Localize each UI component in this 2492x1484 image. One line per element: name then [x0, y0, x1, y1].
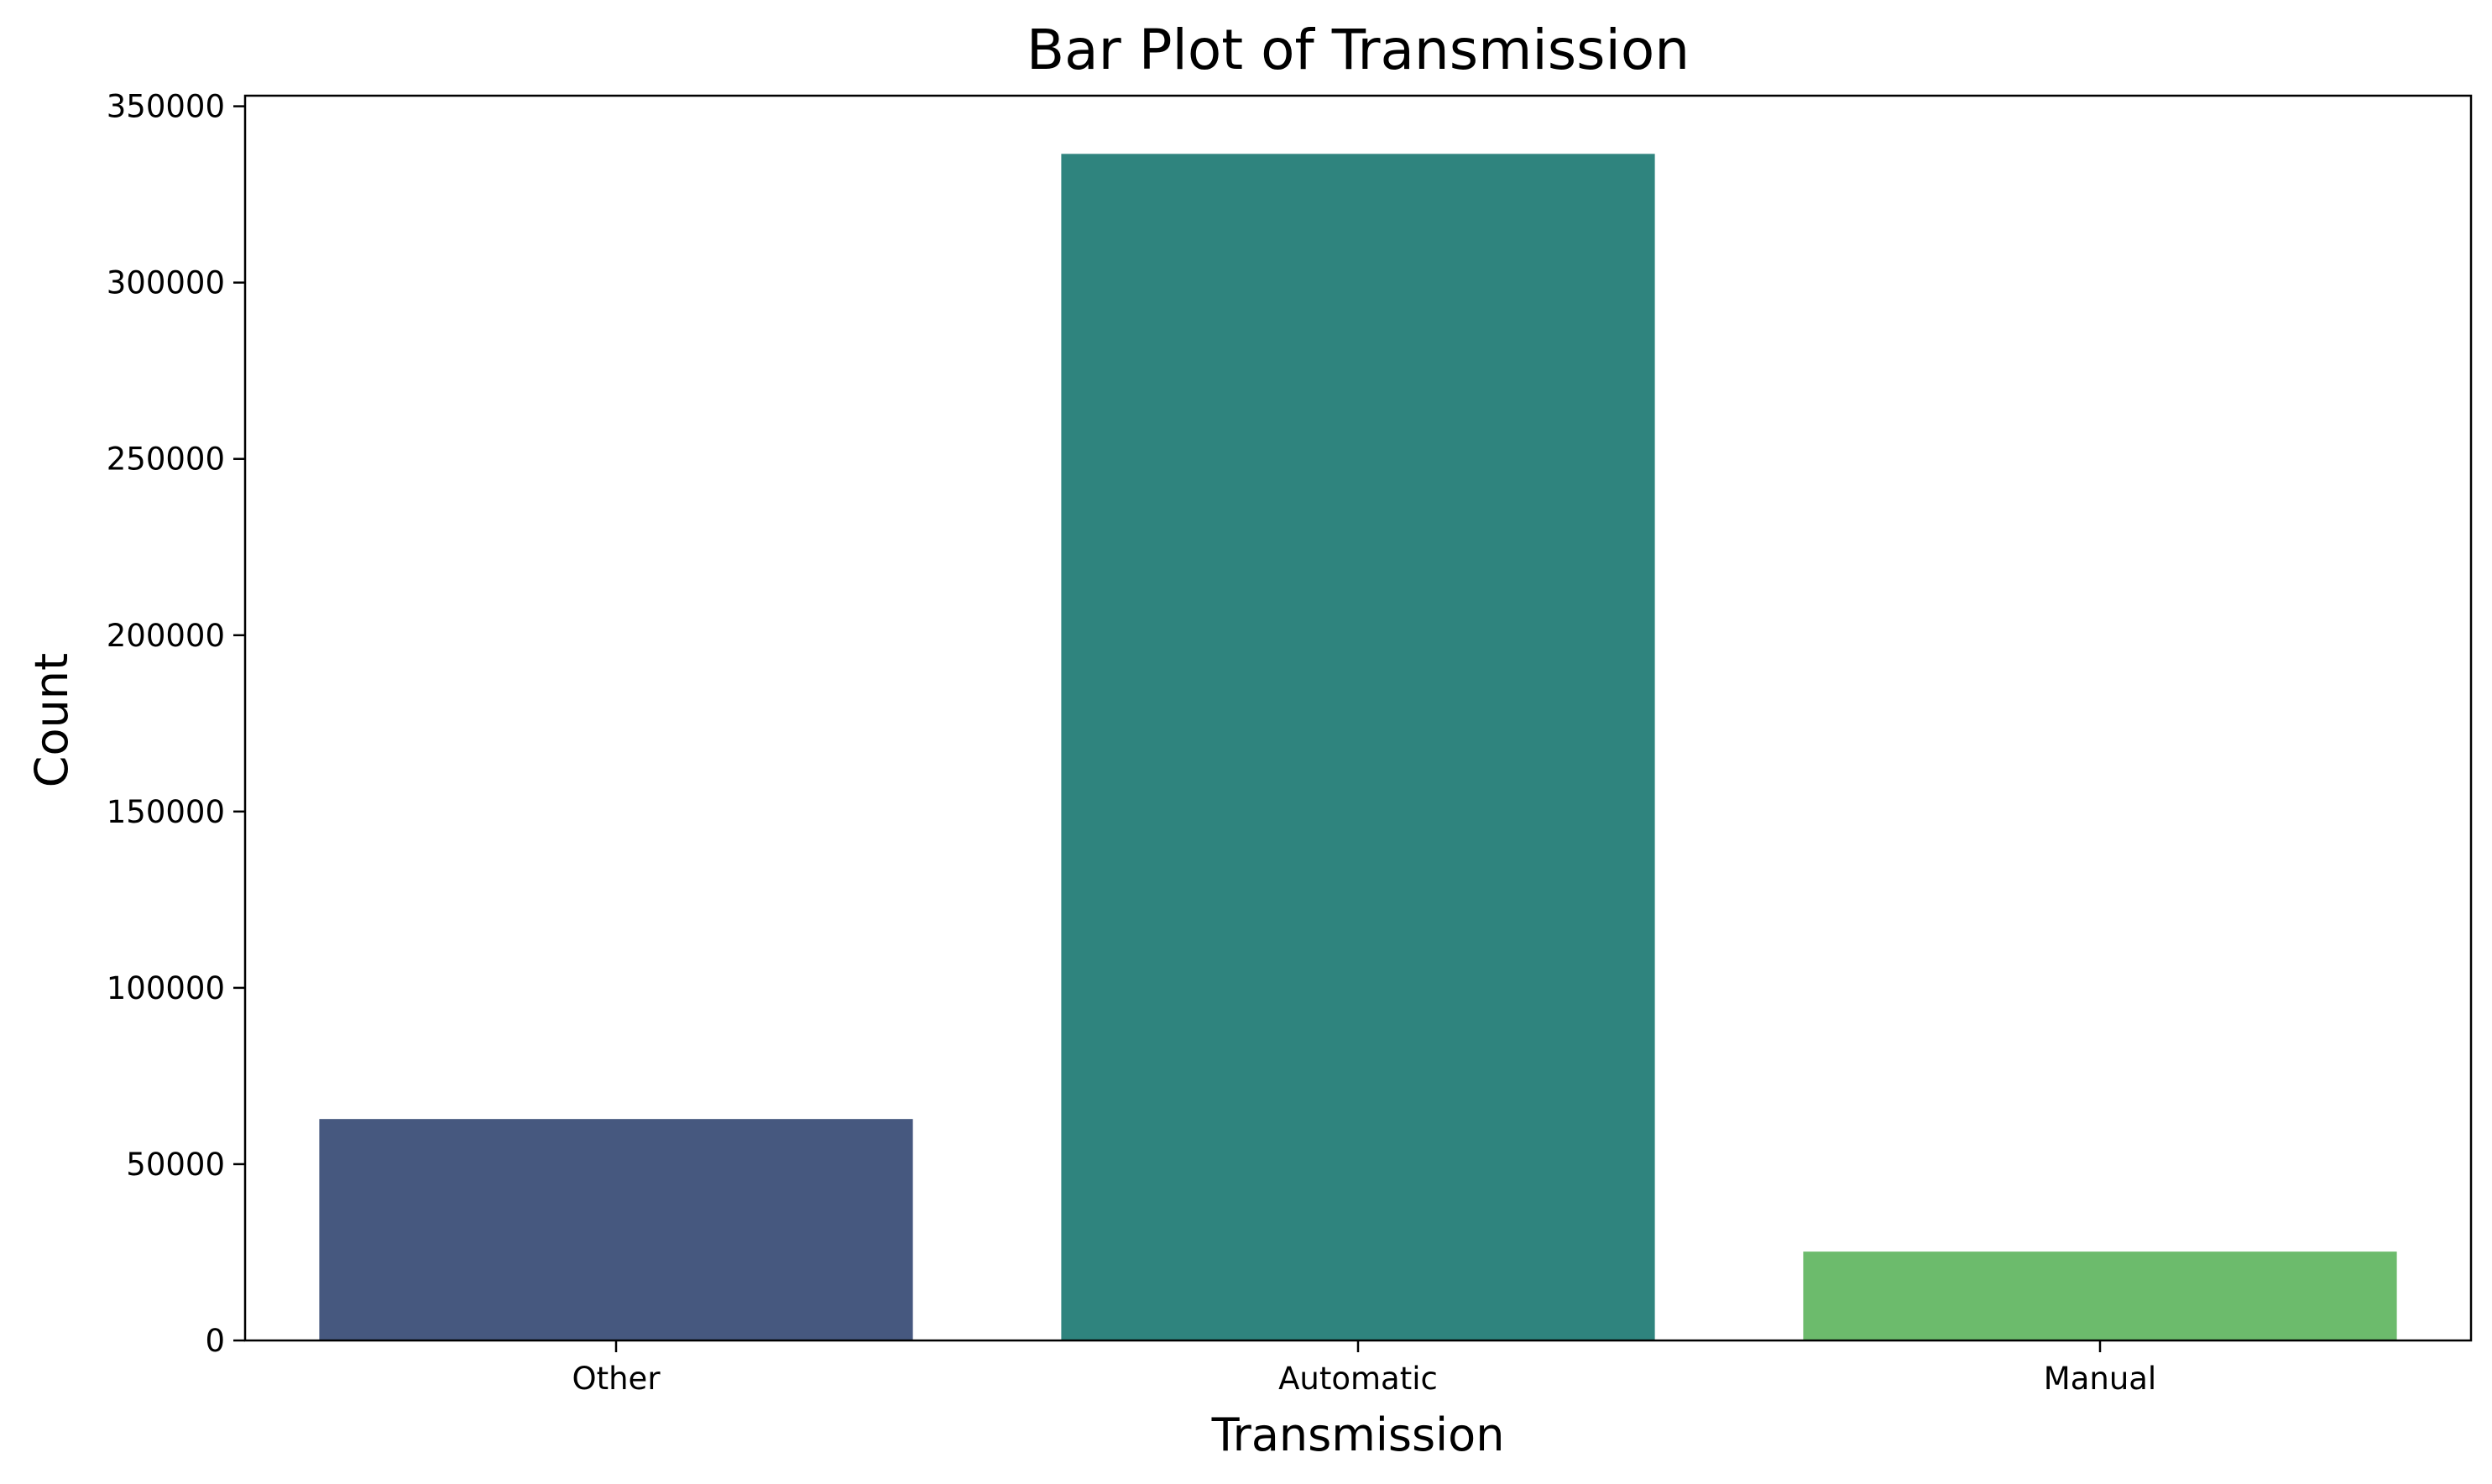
- bar-other: [319, 1119, 913, 1340]
- y-axis-label: Count: [25, 653, 78, 787]
- y-tick-label: 50000: [126, 1147, 225, 1183]
- y-tick-label: 300000: [107, 265, 225, 301]
- bar-manual: [1803, 1251, 2397, 1340]
- y-tick-label: 0: [205, 1323, 225, 1359]
- plot-frame: [243, 94, 2473, 1342]
- y-tick-label: 200000: [107, 618, 225, 654]
- y-tick-label: 100000: [107, 970, 225, 1006]
- chart-title: Bar Plot of Transmission: [1027, 18, 1690, 82]
- x-tick-label: Manual: [2044, 1361, 2156, 1397]
- y-tick-label: 250000: [107, 442, 225, 478]
- x-tick-label: Automatic: [1278, 1361, 1438, 1397]
- y-axis-ticks: 0 50000 100000 150000 200000 250000 300000 3500…: [107, 89, 245, 1359]
- x-axis-ticks: Other Automatic Manual: [572, 1340, 2156, 1397]
- x-tick-label: Other: [572, 1361, 661, 1397]
- y-tick-label: 350000: [107, 89, 225, 125]
- bar-automatic: [1061, 154, 1655, 1340]
- x-axis-label: Transmission: [1211, 1408, 1505, 1461]
- y-tick-label: 150000: [107, 794, 225, 830]
- bars-group: [319, 154, 2397, 1340]
